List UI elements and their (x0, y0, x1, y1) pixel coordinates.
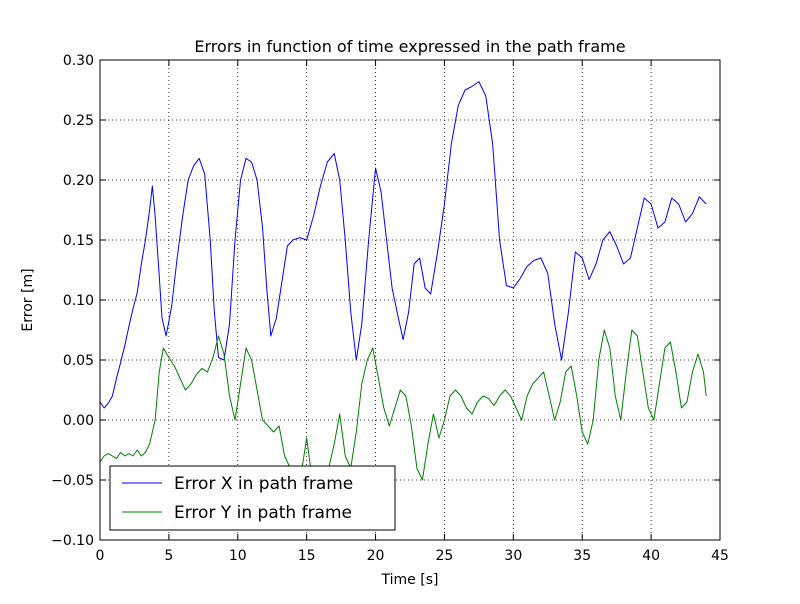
x-tick-label: 10 (229, 548, 247, 564)
x-tick-label: 5 (164, 548, 173, 564)
y-tick-label: 0.05 (63, 353, 94, 369)
y-axis-label: Error [m] (20, 268, 36, 331)
y-tick-label: 0.20 (63, 173, 94, 189)
x-tick-label: 30 (504, 548, 522, 564)
y-tick-label: 0.00 (63, 413, 94, 429)
plot-area: 0 5 10 15 20 25 30 35 40 45 −0.10 −0.05 0.00 0.05 0.1… (51, 53, 729, 564)
x-tick-label: 45 (711, 548, 729, 564)
legend: Error X in path frame Error Y in path fr… (109, 465, 396, 531)
y-axis-ticks: −0.10 −0.05 0.00 0.05 0.10 0.15 0.20 0.25 0.30 (51, 53, 720, 549)
y-tick-label: 0.10 (63, 293, 94, 309)
series-line-error-y (100, 329, 707, 517)
legend-box (109, 465, 396, 531)
y-tick-label: 0.25 (63, 113, 94, 129)
grid (100, 60, 720, 540)
y-tick-label: 0.30 (63, 53, 94, 69)
series-layer (100, 81, 707, 517)
x-tick-label: 25 (436, 548, 454, 564)
legend-label-error-y: Error Y in path frame (174, 503, 352, 523)
y-tick-label: −0.10 (51, 533, 94, 549)
y-tick-label: −0.05 (51, 473, 94, 489)
x-tick-label: 20 (367, 548, 385, 564)
x-tick-label: 15 (298, 548, 316, 564)
x-tick-label: 0 (96, 548, 105, 564)
x-tick-label: 35 (573, 548, 591, 564)
series-line-error-x (100, 81, 707, 409)
chart-title: Errors in function of time expressed in … (194, 37, 625, 56)
x-tick-label: 40 (642, 548, 660, 564)
x-axis-label: Time [s] (381, 572, 439, 588)
legend-label-error-x: Error X in path frame (174, 474, 353, 494)
y-tick-label: 0.15 (63, 233, 94, 249)
x-axis-ticks: 0 5 10 15 20 25 30 35 40 45 (96, 60, 729, 564)
